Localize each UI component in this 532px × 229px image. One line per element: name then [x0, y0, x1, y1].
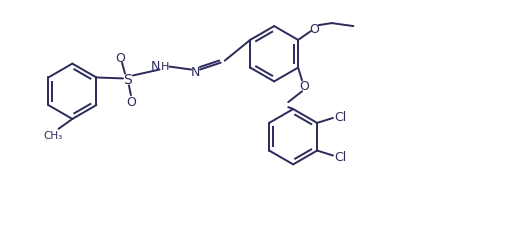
Text: Cl: Cl	[335, 111, 347, 124]
Text: S: S	[123, 73, 132, 87]
Text: Cl: Cl	[335, 150, 347, 163]
Text: H: H	[161, 61, 170, 71]
Text: N: N	[190, 66, 200, 79]
Text: O: O	[299, 79, 309, 93]
Text: O: O	[115, 52, 125, 65]
Text: O: O	[126, 95, 136, 108]
Text: N: N	[151, 60, 161, 73]
Text: CH₃: CH₃	[43, 130, 62, 140]
Text: O: O	[309, 22, 319, 35]
